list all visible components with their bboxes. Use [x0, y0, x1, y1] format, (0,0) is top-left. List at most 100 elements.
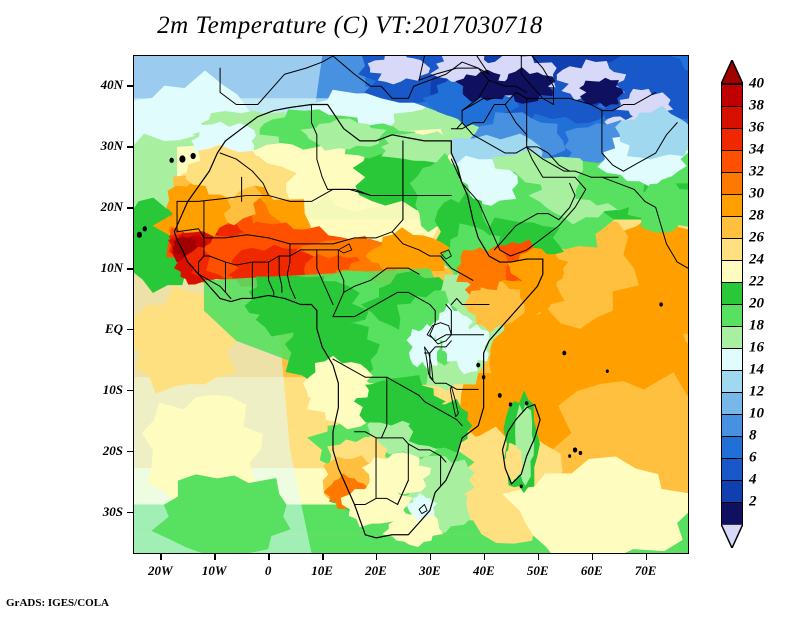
attribution-footer: GrADS: IGES/COLA — [6, 597, 109, 609]
colorbar-label-24: 24 — [749, 251, 764, 268]
map-plot-area[interactable] — [133, 55, 689, 554]
map-outline — [380, 437, 447, 463]
colorbar-swatch-20 — [721, 304, 743, 327]
x-axis-tick — [375, 554, 378, 560]
island-marker — [508, 402, 513, 407]
colorbar-swatch-2 — [721, 502, 743, 525]
island-marker — [169, 157, 174, 163]
colorbar-swatch-24 — [721, 260, 743, 283]
island-marker — [659, 302, 663, 307]
map-outline — [440, 249, 452, 260]
island-marker — [497, 393, 502, 398]
map-outline — [316, 249, 334, 305]
colorbar-swatch-34 — [721, 150, 743, 173]
colorbar-label-20: 20 — [749, 295, 764, 312]
map-outline — [391, 231, 474, 281]
map-outline — [224, 261, 232, 299]
x-axis-tick — [483, 554, 486, 560]
colorbar-swatch-32 — [721, 172, 743, 195]
y-axis-label-10n: 10N — [100, 260, 123, 276]
colorbar-swatch-30 — [721, 194, 743, 217]
colorbar-label-26: 26 — [749, 229, 764, 246]
colorbar-label-32: 32 — [749, 163, 764, 180]
colorbar-swatch-18 — [721, 326, 743, 349]
x-axis-label-30e: 30E — [419, 563, 441, 578]
map-outline — [429, 304, 436, 336]
colorbar[interactable] — [719, 58, 745, 550]
x-axis-tick — [537, 554, 540, 560]
map-outline — [219, 152, 270, 196]
map-outline — [450, 104, 506, 130]
map-outline — [332, 249, 345, 318]
island-marker — [524, 401, 529, 406]
island-marker — [572, 447, 578, 453]
island-marker — [190, 152, 196, 160]
colorbar-cap-above-max — [719, 58, 745, 85]
island-marker — [476, 362, 481, 368]
y-axis-label-eq: EQ — [104, 320, 123, 336]
island-marker — [179, 155, 186, 163]
colorbar-swatch-10 — [721, 414, 743, 437]
colorbar-swatch-40 — [721, 84, 743, 107]
x-axis-tick — [429, 554, 432, 560]
map-outline — [434, 455, 442, 493]
colorbar-swatch-22 — [721, 282, 743, 305]
map-outline — [526, 97, 603, 112]
map-outline — [310, 104, 329, 190]
map-outline — [601, 91, 657, 112]
y-axis-label-30n: 30N — [100, 138, 123, 154]
colorbar-cap-below-min — [719, 523, 745, 550]
temperature-field — [134, 56, 688, 553]
map-outline — [601, 176, 688, 269]
x-axis-tick — [214, 554, 216, 560]
map-outline — [343, 267, 420, 293]
colorbar-label-8: 8 — [749, 427, 757, 444]
y-axis-tick — [127, 85, 133, 87]
y-axis-tick — [127, 328, 133, 331]
island-marker — [605, 369, 609, 373]
page-title: 2m Temperature (C) VT:2017030718 — [157, 12, 543, 39]
x-axis-label-0: 0 — [264, 563, 272, 578]
colorbar-label-14: 14 — [749, 361, 764, 378]
map-outline — [380, 376, 388, 439]
map-outline — [286, 243, 296, 299]
island-marker — [481, 375, 486, 380]
x-axis-tick — [322, 554, 324, 560]
colorbar-label-16: 16 — [749, 339, 764, 356]
map-outline — [423, 340, 452, 354]
map-outline — [327, 188, 372, 196]
y-axis-tick — [127, 268, 133, 270]
map-outline — [493, 213, 560, 251]
colorbar-label-28: 28 — [749, 207, 764, 224]
map-outline — [449, 385, 459, 418]
y-axis-tick — [127, 389, 133, 392]
colorbar-swatch-26 — [721, 238, 743, 261]
x-axis-tick — [591, 554, 594, 560]
y-axis-label-20s: 20S — [102, 442, 123, 458]
map-outline — [429, 352, 479, 390]
map-outline — [526, 146, 571, 172]
island-marker — [568, 454, 572, 458]
colorbar-label-2: 2 — [749, 493, 757, 510]
colorbar-swatch-16 — [721, 348, 743, 371]
y-axis-label-20n: 20N — [100, 199, 123, 215]
colorbar-label-36: 36 — [749, 119, 764, 136]
colorbar-swatch-38 — [721, 106, 743, 129]
y-axis-tick — [127, 511, 133, 514]
map-outline — [332, 291, 431, 318]
y-axis-tick — [127, 450, 133, 453]
island-marker — [578, 450, 583, 456]
colorbar-label-22: 22 — [749, 273, 764, 290]
colorbar-label-10: 10 — [749, 405, 764, 422]
colorbar-swatch-6 — [721, 458, 743, 481]
map-outline — [278, 255, 283, 293]
map-outline — [520, 56, 554, 106]
x-axis-label-70e: 70E — [634, 563, 657, 578]
colorbar-label-40: 40 — [749, 75, 764, 92]
y-axis-tick — [127, 146, 133, 148]
map-outline — [354, 431, 382, 439]
map-outline — [176, 140, 404, 202]
map-outline — [332, 358, 425, 403]
island-marker — [562, 350, 567, 356]
